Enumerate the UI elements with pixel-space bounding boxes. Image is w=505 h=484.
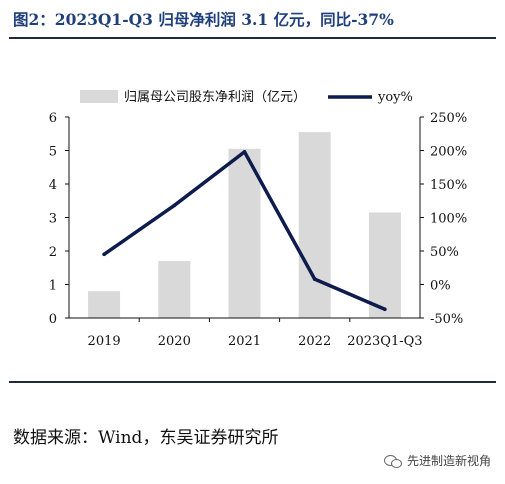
bar-group — [88, 132, 401, 318]
tick-group: 0 1 2 3 4 5 6 -50% 0% 50% 100% 150% 200% 250% 2019 2020… — [49, 111, 467, 349]
yoy-point-2021 — [242, 150, 247, 154]
right-tick-label: 250% — [430, 111, 467, 126]
yoy-point-2023Q1-Q3 — [383, 307, 387, 312]
x-tick-label: 2021 — [228, 334, 261, 349]
top-rule — [9, 37, 496, 39]
legend-bar-label: 归属母公司股东净利润（亿元） — [124, 90, 306, 105]
figure-title: 图2：2023Q1-Q3 归母净利润 3.1 亿元，同比-37% — [13, 10, 394, 29]
source-note: 数据来源：Wind，东吴证券研究所 — [13, 428, 279, 448]
right-tick-label: 150% — [430, 178, 467, 193]
right-tick-label: 200% — [430, 145, 467, 160]
bar-2019 — [88, 291, 121, 318]
legend: 归属母公司股东净利润（亿元） yoy% — [80, 90, 413, 105]
left-tick-label: 0 — [49, 312, 57, 327]
right-tick-label: 50% — [430, 245, 459, 260]
right-tick-label: 100% — [430, 212, 467, 227]
left-tick-label: 5 — [49, 145, 57, 160]
watermark-text: 先进制造新视角 — [406, 454, 491, 468]
yoy-point-2022 — [312, 277, 317, 281]
x-tick-label: 2023Q1-Q3 — [347, 334, 422, 349]
yoy-point-2019 — [102, 252, 106, 257]
legend-line-label: yoy% — [377, 90, 413, 105]
watermark: 先进制造新视角 — [383, 452, 491, 469]
bar-2020 — [158, 261, 191, 318]
left-tick-label: 4 — [49, 178, 57, 193]
bar-2022 — [298, 132, 331, 318]
right-tick-label: 0% — [430, 279, 451, 294]
wechat-icon — [383, 454, 402, 468]
x-tick-label: 2020 — [158, 334, 191, 349]
left-tick-label: 1 — [49, 279, 57, 294]
bar-2021 — [228, 148, 261, 318]
x-tick-label: 2022 — [298, 334, 331, 349]
yoy-point-2020 — [172, 203, 177, 208]
legend-bar-swatch — [80, 90, 118, 103]
left-tick-label: 3 — [49, 212, 57, 227]
left-tick-label: 2 — [49, 245, 57, 260]
bottom-rule — [9, 381, 496, 383]
yoy-points — [102, 150, 387, 312]
chart: 0 1 2 3 4 5 6 -50% 0% 50% 100% 150% 200% 250% 2019 2020… — [49, 90, 467, 349]
right-tick-label: -50% — [430, 312, 463, 327]
x-tick-label: 2019 — [88, 334, 121, 349]
left-tick-label: 6 — [49, 111, 57, 126]
bar-2023Q1-Q3 — [368, 212, 401, 318]
